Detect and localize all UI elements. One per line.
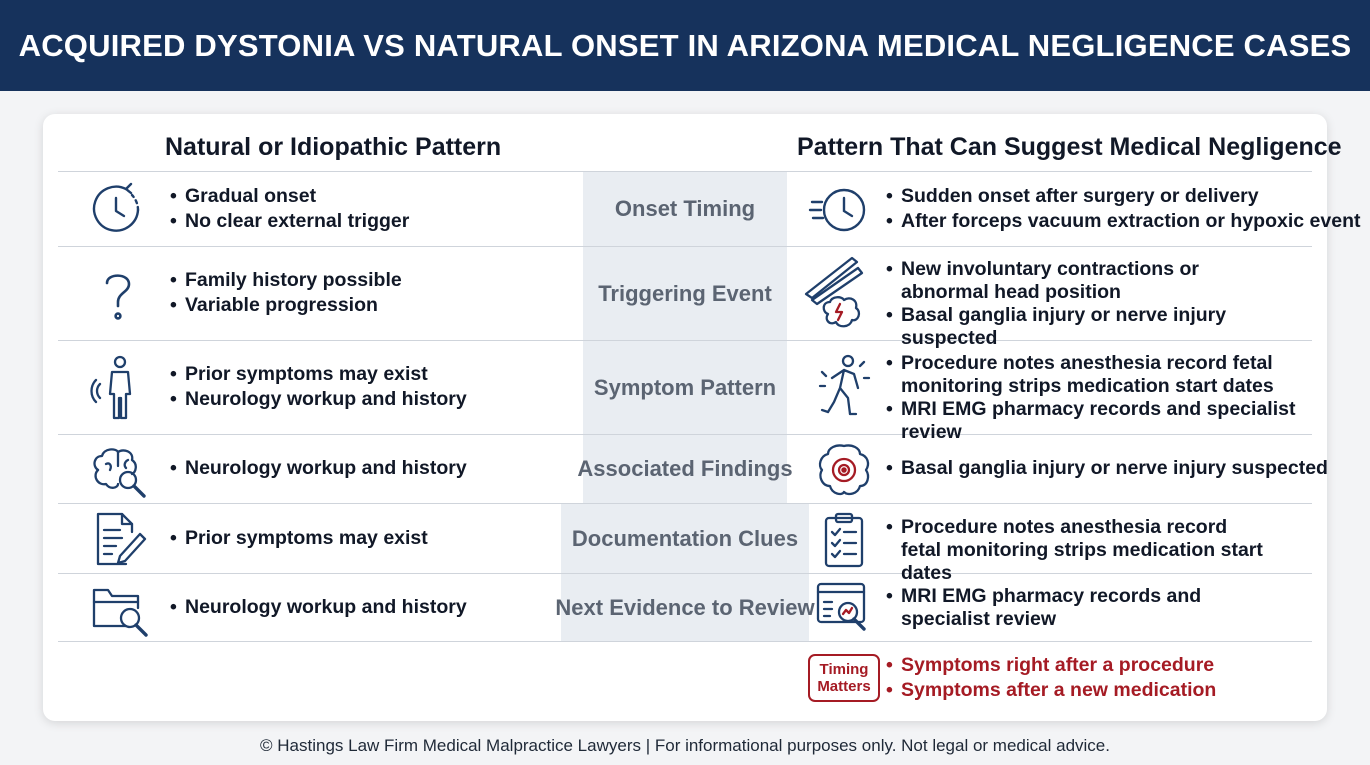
list-item: MRI EMG pharmacy records and specialist … <box>886 398 1306 444</box>
left-list-documentation: Prior symptoms may exist <box>170 526 428 551</box>
category-associated-findings: Associated Findings <box>577 435 793 503</box>
list-item: No clear external trigger <box>170 209 409 234</box>
folder-search-icon <box>90 580 150 640</box>
list-item: Family history possible <box>170 268 402 293</box>
document-pen-icon <box>90 510 150 570</box>
category-symptom-pattern: Symptom Pattern <box>583 341 787 434</box>
right-list-evidence: MRI EMG pharmacy records and specialist … <box>886 585 1276 631</box>
category-triggering-event: Triggering Event <box>583 247 787 340</box>
category-documentation-clues: Documentation Clues <box>561 504 809 573</box>
list-item: Basal ganglia injury or nerve injury sus… <box>886 304 1286 350</box>
list-item: New involuntary contractions or abnormal… <box>886 258 1286 304</box>
brain-target-icon <box>814 440 874 500</box>
badge-line: Timing <box>819 661 869 678</box>
list-item: Prior symptoms may exist <box>170 362 467 387</box>
timing-notes-list: Symptoms right after a procedure Symptom… <box>886 653 1216 703</box>
row-divider <box>58 340 1312 341</box>
fast-clock-icon <box>808 180 868 240</box>
page-title: ACQUIRED DYSTONIA VS NATURAL ONSET IN AR… <box>18 27 1352 63</box>
left-list-evidence: Neurology workup and history <box>170 595 467 620</box>
category-onset-timing: Onset Timing <box>583 172 787 246</box>
right-list-symptom: Procedure notes anesthesia record fetal … <box>886 352 1306 444</box>
category-next-evidence: Next Evidence to Review <box>555 574 815 641</box>
list-item: Neurology workup and history <box>170 456 467 481</box>
question-mark-icon <box>88 264 148 324</box>
clock-icon <box>86 180 146 240</box>
right-list-trigger: New involuntary contractions or abnormal… <box>886 258 1286 350</box>
left-list-findings: Neurology workup and history <box>170 456 467 481</box>
right-column-heading: Pattern That Can Suggest Medical Neglige… <box>797 133 1342 161</box>
left-list-trigger: Family history possible Variable progres… <box>170 268 402 318</box>
right-list-documentation: Procedure notes anesthesia record fetal … <box>886 516 1266 585</box>
list-item: Basal ganglia injury or nerve injury sus… <box>886 456 1328 481</box>
list-item: Procedure notes anesthesia record fetal … <box>886 352 1306 398</box>
forceps-brain-icon <box>802 254 870 336</box>
list-item: Procedure notes anesthesia record fetal … <box>886 516 1266 585</box>
list-item: Gradual onset <box>170 184 409 209</box>
list-item: After forceps vacuum extraction or hypox… <box>886 209 1360 234</box>
moving-person-icon <box>814 352 874 422</box>
right-list-findings: Basal ganglia injury or nerve injury sus… <box>886 456 1328 481</box>
row-divider <box>58 171 1312 172</box>
list-item: Prior symptoms may exist <box>170 526 428 551</box>
badge-line: Matters <box>817 678 871 695</box>
row-divider <box>58 246 1312 247</box>
title-banner: ACQUIRED DYSTONIA VS NATURAL ONSET IN AR… <box>0 0 1370 91</box>
row-divider <box>58 503 1312 504</box>
scan-report-icon <box>814 578 874 634</box>
row-divider <box>58 641 1312 642</box>
left-column-heading: Natural or Idiopathic Pattern <box>165 133 502 161</box>
list-item: Variable progression <box>170 293 402 318</box>
clipboard-checklist-icon <box>816 510 876 570</box>
list-item: Symptoms after a new medication <box>886 678 1216 703</box>
person-icon <box>88 354 148 422</box>
row-divider <box>58 434 1312 435</box>
list-item: MRI EMG pharmacy records and specialist … <box>886 585 1276 631</box>
row-divider <box>58 573 1312 574</box>
footer-disclaimer: © Hastings Law Firm Medical Malpractice … <box>260 736 1110 755</box>
left-list-onset: Gradual onset No clear external trigger <box>170 184 409 234</box>
left-list-symptom: Prior symptoms may exist Neurology worku… <box>170 362 467 412</box>
right-list-onset: Sudden onset after surgery or delivery A… <box>886 184 1360 234</box>
list-item: Neurology workup and history <box>170 595 467 620</box>
list-item: Sudden onset after surgery or delivery <box>886 184 1360 209</box>
brain-magnifier-icon <box>88 440 148 500</box>
list-item: Neurology workup and history <box>170 387 467 412</box>
timing-matters-badge: Timing Matters <box>808 654 880 702</box>
list-item: Symptoms right after a procedure <box>886 653 1216 678</box>
